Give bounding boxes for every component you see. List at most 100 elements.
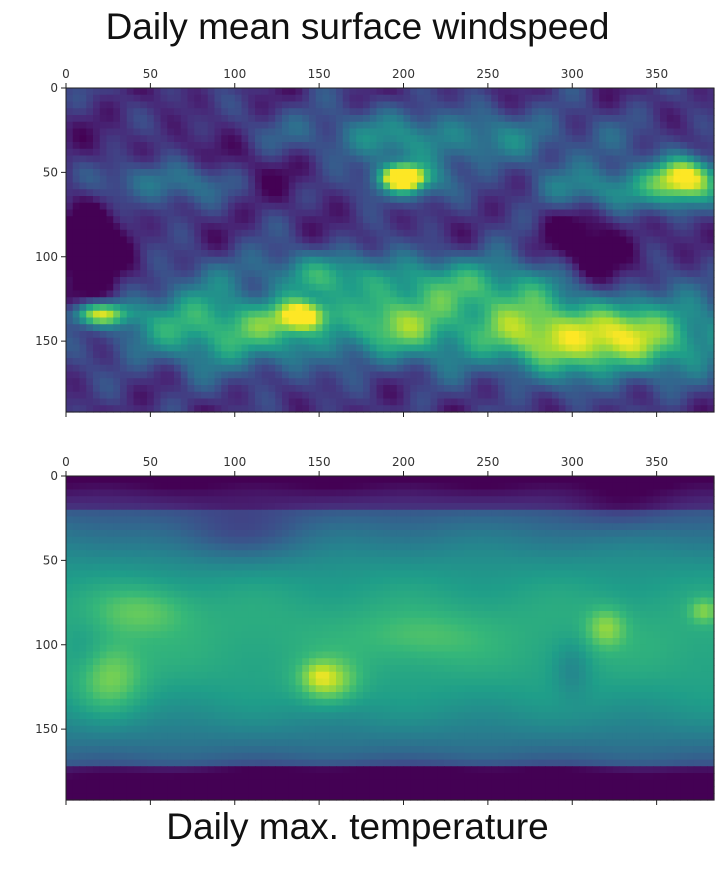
temperature-cell xyxy=(234,489,243,497)
windspeed-cell xyxy=(207,128,216,136)
windspeed-cell xyxy=(633,108,641,116)
windspeed-cell xyxy=(531,277,540,285)
windspeed-cell xyxy=(72,250,81,258)
windspeed-cell xyxy=(126,378,135,386)
windspeed-cell xyxy=(241,358,249,366)
windspeed-cell xyxy=(511,229,519,238)
windspeed-cell xyxy=(707,256,715,265)
windspeed-cell xyxy=(673,256,681,265)
windspeed-cell xyxy=(363,128,371,136)
windspeed-cell xyxy=(133,378,141,386)
windspeed-cell xyxy=(599,391,607,400)
windspeed-cell xyxy=(369,364,378,373)
windspeed-cell xyxy=(194,108,202,116)
windspeed-cell xyxy=(356,196,364,204)
windspeed-cell xyxy=(322,297,330,305)
windspeed-cell xyxy=(531,250,540,258)
windspeed-cell xyxy=(585,223,594,231)
windspeed-cell xyxy=(133,304,141,312)
windspeed-cell xyxy=(147,250,155,258)
windspeed-cell xyxy=(504,371,513,379)
windspeed-cell xyxy=(86,135,94,143)
windspeed-cell xyxy=(140,364,148,373)
windspeed-cell xyxy=(288,115,297,123)
windspeed-cell xyxy=(599,175,607,184)
windspeed-cell xyxy=(201,324,209,332)
windspeed-cell xyxy=(450,344,459,352)
windspeed-cell xyxy=(666,155,675,163)
windspeed-cell xyxy=(396,202,405,211)
windspeed-cell xyxy=(86,209,94,217)
windspeed-cell xyxy=(66,344,74,352)
windspeed-cell xyxy=(214,337,222,346)
windspeed-cell xyxy=(484,351,492,359)
windspeed-cell xyxy=(221,263,229,271)
windspeed-cell xyxy=(126,223,135,231)
windspeed-cell xyxy=(396,270,405,278)
windspeed-cell xyxy=(491,169,499,177)
windspeed-cell xyxy=(558,94,567,103)
windspeed-cell xyxy=(579,135,587,143)
windspeed-cell xyxy=(646,142,654,150)
windspeed-cell xyxy=(579,236,587,244)
windspeed-cell xyxy=(363,277,371,285)
windspeed-cell xyxy=(221,115,229,123)
windspeed-cell xyxy=(214,304,222,312)
windspeed-cell xyxy=(140,236,148,244)
windspeed-cell xyxy=(140,142,148,150)
windspeed-cell xyxy=(450,270,459,278)
windspeed-cell xyxy=(444,324,452,332)
windspeed-cell xyxy=(356,310,364,319)
windspeed-cell xyxy=(518,405,526,413)
windspeed-cell xyxy=(66,155,74,163)
windspeed-cell xyxy=(66,94,74,103)
windspeed-cell xyxy=(464,283,472,292)
windspeed-cell xyxy=(120,189,128,197)
windspeed-cell xyxy=(201,256,209,265)
windspeed-cell xyxy=(666,216,675,224)
windspeed-cell xyxy=(106,148,114,157)
windspeed-cell xyxy=(403,317,411,325)
windspeed-cell xyxy=(248,223,256,231)
windspeed-cell xyxy=(86,344,94,352)
windspeed-cell xyxy=(349,88,357,96)
windspeed-cell xyxy=(673,358,681,366)
windspeed-cell xyxy=(66,142,74,150)
windspeed-cell xyxy=(147,169,155,177)
windspeed-cell xyxy=(66,216,74,224)
windspeed-cell xyxy=(342,364,351,373)
windspeed-cell xyxy=(79,223,87,231)
windspeed-cell xyxy=(363,94,371,103)
windspeed-cell xyxy=(180,256,189,265)
temperature-cell xyxy=(268,482,276,491)
windspeed-cell xyxy=(707,351,715,359)
temperature-cell xyxy=(633,489,641,497)
windspeed-cell xyxy=(403,115,411,123)
windspeed-cell xyxy=(322,378,330,386)
windspeed-cell xyxy=(498,216,506,224)
windspeed-cell xyxy=(700,202,708,211)
windspeed-cell xyxy=(160,277,168,285)
temperature-cell xyxy=(160,496,168,504)
temperature-cell xyxy=(126,496,135,504)
windspeed-cell xyxy=(349,223,357,231)
windspeed-cell xyxy=(255,304,263,312)
windspeed-cell xyxy=(140,115,148,123)
windspeed-cell xyxy=(592,398,600,406)
windspeed-cell xyxy=(558,88,567,96)
windspeed-cell xyxy=(417,405,425,413)
windspeed-cell xyxy=(437,337,445,346)
windspeed-cell xyxy=(214,189,222,197)
windspeed-cell xyxy=(302,364,310,373)
windspeed-cell xyxy=(592,263,600,271)
windspeed-cell xyxy=(646,162,654,170)
windspeed-cell xyxy=(626,223,634,231)
windspeed-cell xyxy=(356,223,364,231)
windspeed-cell xyxy=(248,317,256,325)
windspeed-cell xyxy=(545,236,553,244)
windspeed-cell xyxy=(525,142,533,150)
windspeed-cell xyxy=(565,128,573,136)
windspeed-cell xyxy=(228,202,236,211)
windspeed-cell xyxy=(234,189,243,197)
windspeed-cell xyxy=(673,202,681,211)
